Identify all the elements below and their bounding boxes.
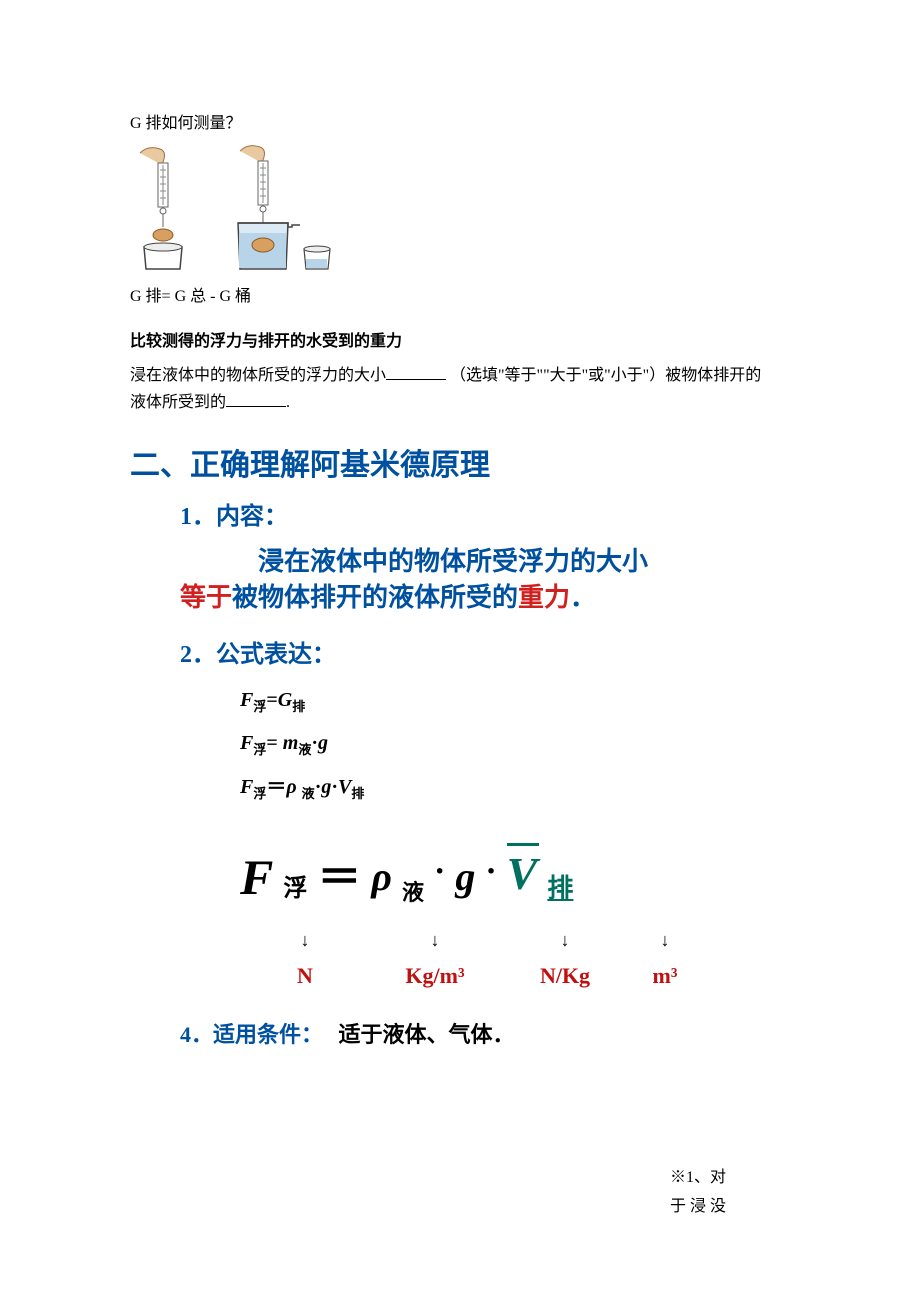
document-page: G 排如何测量？ [0, 0, 920, 1281]
unit-m3: m³ [653, 963, 678, 988]
unit-row: ↓N ↓Kg/m³ ↓N/Kg ↓m³ [240, 920, 800, 995]
principle-l1: 浸在液体中的物体所受浮力的大小 [258, 547, 648, 576]
eq2-dot: · [311, 732, 318, 754]
eq3-eq: ＝ [266, 776, 286, 798]
principle-l2d: ． [570, 583, 596, 612]
eq1-Fs: 浮 [253, 699, 266, 714]
indent [180, 547, 258, 576]
eq2-m: m [283, 732, 299, 754]
eq3-rhos: 液 [302, 786, 315, 801]
unit-nkg: N/Kg [540, 963, 590, 988]
be-F: F [240, 835, 273, 920]
diagram-right [230, 145, 300, 275]
subtitle-content: 1．内容： [180, 497, 800, 538]
g-formula: G 排= G 总 - G 桶 [130, 283, 800, 310]
principle-l2b: 被物体排开的液体所受的 [232, 583, 518, 612]
principle-l2a: 等于 [180, 583, 232, 612]
diagram-left [130, 145, 200, 275]
be-Vs: 排 [547, 867, 573, 911]
side-note: ※1、对 于 浸 没 [670, 1164, 780, 1222]
be-dot2: · [485, 843, 496, 901]
eq-3: F浮＝ρ 液·g·V排 [240, 770, 800, 805]
be-V: V [507, 848, 538, 899]
unit-col-1: ↓N [250, 920, 360, 995]
arrow-icon: ↓ [431, 930, 440, 950]
blank-1 [386, 363, 446, 380]
eq-2: F浮= m液·g [240, 726, 800, 761]
fill-post: 液体所受到的 [130, 394, 226, 411]
eq3-F: F [240, 776, 253, 798]
principle-text: 浸在液体中的物体所受浮力的大小 等于被物体排开的液体所受的重力． [180, 544, 800, 617]
be-rhos: 液 [402, 874, 424, 911]
eq1-F: F [240, 689, 253, 711]
eq1-G: G [278, 689, 292, 711]
be-eq: ＝ [317, 841, 361, 916]
eq2-F: F [240, 732, 253, 754]
fill-period: . [286, 394, 290, 411]
eq2-eq: = [266, 732, 282, 754]
arrow-icon: ↓ [661, 930, 670, 950]
condition-line: 4．适用条件： 适于液体、气体． [180, 1016, 800, 1053]
cond-text: 适于液体、气体． [339, 1022, 515, 1047]
be-g: g [455, 843, 475, 911]
unit-N: N [297, 963, 313, 988]
diagram-row [130, 145, 800, 275]
eq3-Fs: 浮 [253, 786, 266, 801]
eq3-rho: ρ [286, 776, 296, 798]
eq3-g: g [321, 776, 331, 798]
fill-hint: （选填"等于""大于"或"小于"）被物体排开的 [450, 367, 761, 384]
eq1-eq: = [266, 689, 277, 711]
arrow-icon: ↓ [301, 930, 310, 950]
sidenote-l2: 于 浸 没 [670, 1198, 726, 1215]
subtitle-formula: 2．公式表达： [180, 635, 800, 676]
be-Fs: 浮 [283, 869, 307, 910]
fill-pre: 浸在液体中的物体所受的浮力的大小 [130, 367, 386, 384]
unit-col-4: ↓ m³ [620, 920, 710, 995]
compare-heading: 比较测得的浮力与排开的水受到的重力 [130, 328, 800, 355]
sidenote-l1: ※1、对 [670, 1169, 726, 1186]
fill-sentence: 浸在液体中的物体所受的浮力的大小 （选填"等于""大于"或"小于"）被物体排开的… [130, 362, 800, 416]
eq2-ms: 液 [298, 742, 311, 757]
question-line: G 排如何测量？ [130, 110, 800, 137]
eq3-Vs: 排 [351, 786, 364, 801]
principle-l2c: 重力 [518, 583, 570, 612]
be-dot1: · [434, 843, 445, 901]
eq1-Gs: 排 [292, 699, 305, 714]
be-rho: ρ [371, 843, 392, 911]
arrow-icon: ↓ [561, 930, 570, 950]
blank-2 [226, 390, 286, 407]
eq2-g: g [318, 732, 328, 754]
eq3-V: V [338, 776, 351, 798]
eq2-Fs: 浮 [253, 742, 266, 757]
cond-label: 4．适用条件： [180, 1022, 323, 1047]
unit-kgm3: Kg/m³ [405, 963, 464, 988]
big-equation: F 浮 ＝ ρ 液 · g · V 排 ↓N ↓Kg/m³ ↓N/Kg ↓m³ [240, 835, 800, 995]
eq-1: F浮=G排 [240, 683, 800, 718]
unit-col-2: ↓ Kg/m³ [360, 920, 510, 995]
v-overline [507, 843, 539, 846]
unit-col-3: ↓ N/Kg [510, 920, 620, 995]
section-title: 二、正确理解阿基米德原理 [130, 440, 800, 491]
